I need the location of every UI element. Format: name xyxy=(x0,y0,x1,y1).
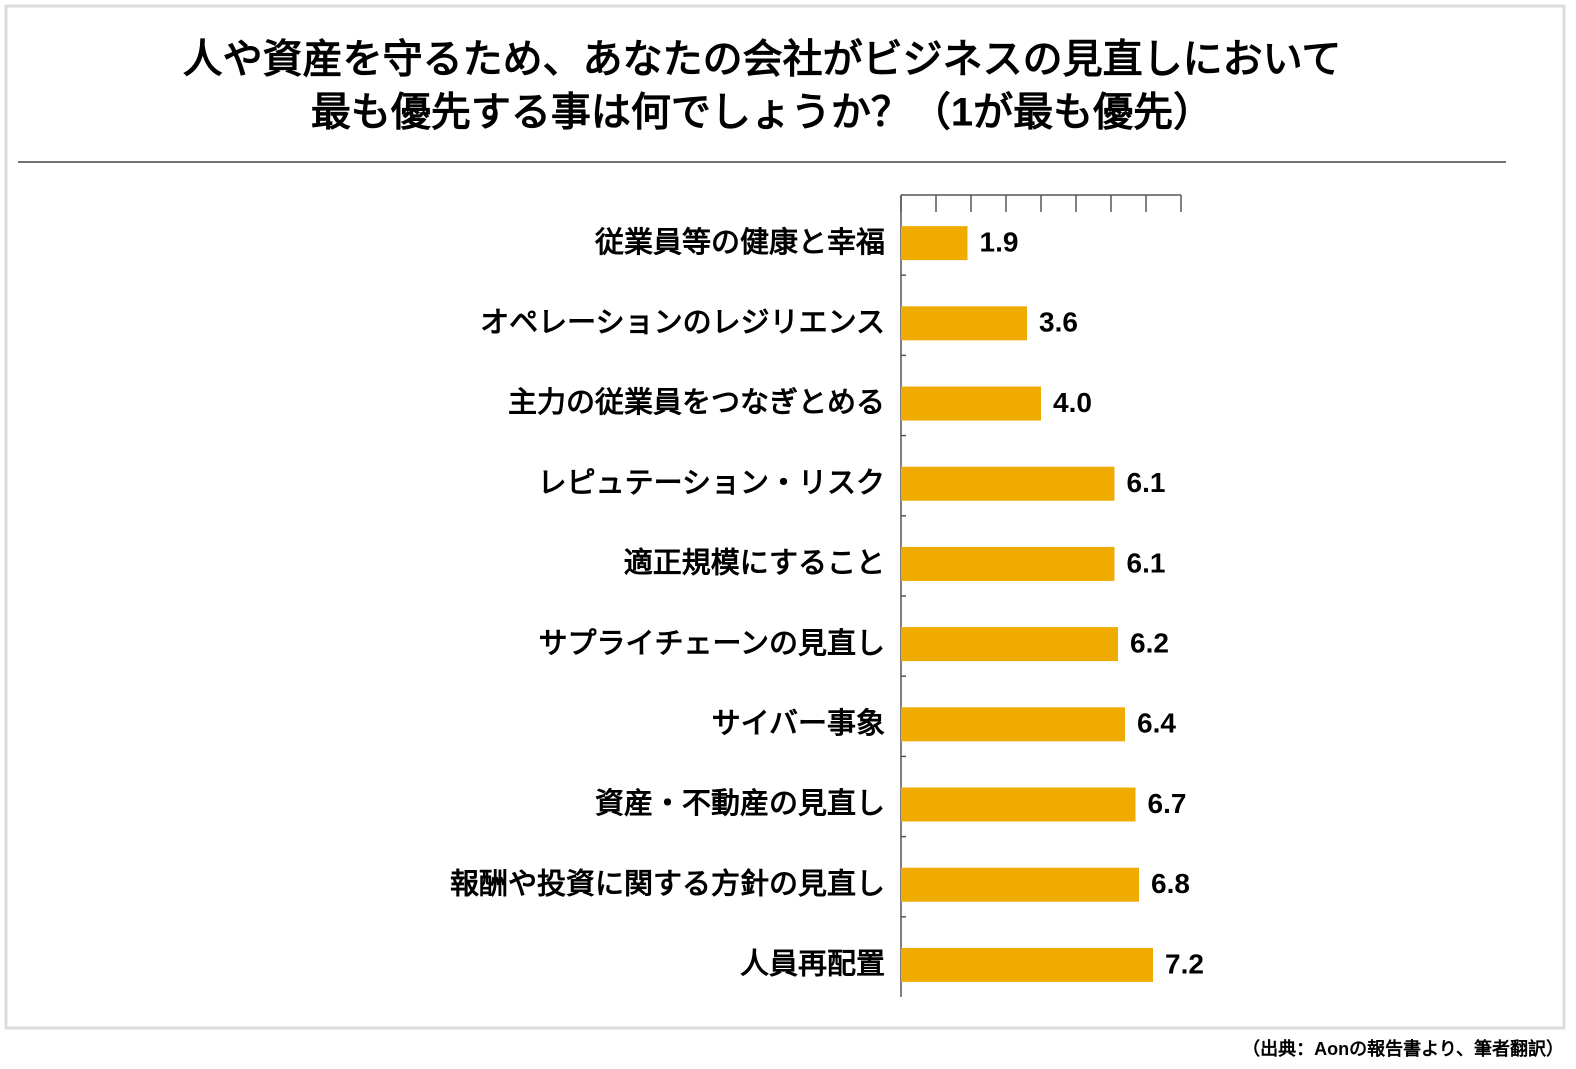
category-label: 従業員等の健康と幸福 xyxy=(594,225,885,259)
category-label: レピュテーション・リスク xyxy=(538,466,885,499)
category-label: サプライチェーンの見直し xyxy=(538,627,885,660)
value-label: 6.8 xyxy=(1151,868,1190,899)
chart-title: 人や資産を守るため、あなたの会社がビジネスの見直しにおいて xyxy=(183,38,1342,82)
source-note: （出典：Aonの報告書より、筆者翻訳） xyxy=(1242,1038,1564,1059)
category-label: サイバー事象 xyxy=(712,707,885,740)
bar xyxy=(901,787,1136,822)
bar xyxy=(901,627,1118,662)
bar xyxy=(901,386,1041,421)
category-label: 人員再配置 xyxy=(740,948,885,981)
bar xyxy=(901,707,1125,742)
frame xyxy=(4,4,1566,1030)
chart-title: 最も優先する事は何でしょうか？（1が最も優先） xyxy=(311,91,1213,135)
bar xyxy=(901,226,968,261)
category-label: 報酬や投資に関する方針の見直し xyxy=(450,866,885,900)
value-label: 6.4 xyxy=(1137,708,1176,739)
value-label: 1.9 xyxy=(980,227,1019,258)
value-label: 4.0 xyxy=(1053,387,1092,418)
value-label: 6.2 xyxy=(1130,628,1169,659)
value-label: 7.2 xyxy=(1165,948,1204,979)
bar xyxy=(901,947,1153,982)
value-label: 6.1 xyxy=(1127,547,1166,578)
category-label: 資産・不動産の見直し xyxy=(595,787,885,820)
value-label: 6.7 xyxy=(1148,788,1187,819)
category-label: 適正規模にすること xyxy=(624,546,885,580)
bar xyxy=(901,867,1139,902)
value-label: 3.6 xyxy=(1039,307,1078,338)
value-label: 6.1 xyxy=(1127,467,1166,498)
category-label: オペレーションのレジリエンス xyxy=(480,307,885,339)
bar xyxy=(901,306,1027,341)
category-label: 主力の従業員をつなぎとめる xyxy=(508,386,885,419)
bar xyxy=(901,466,1115,501)
bar xyxy=(901,546,1115,581)
